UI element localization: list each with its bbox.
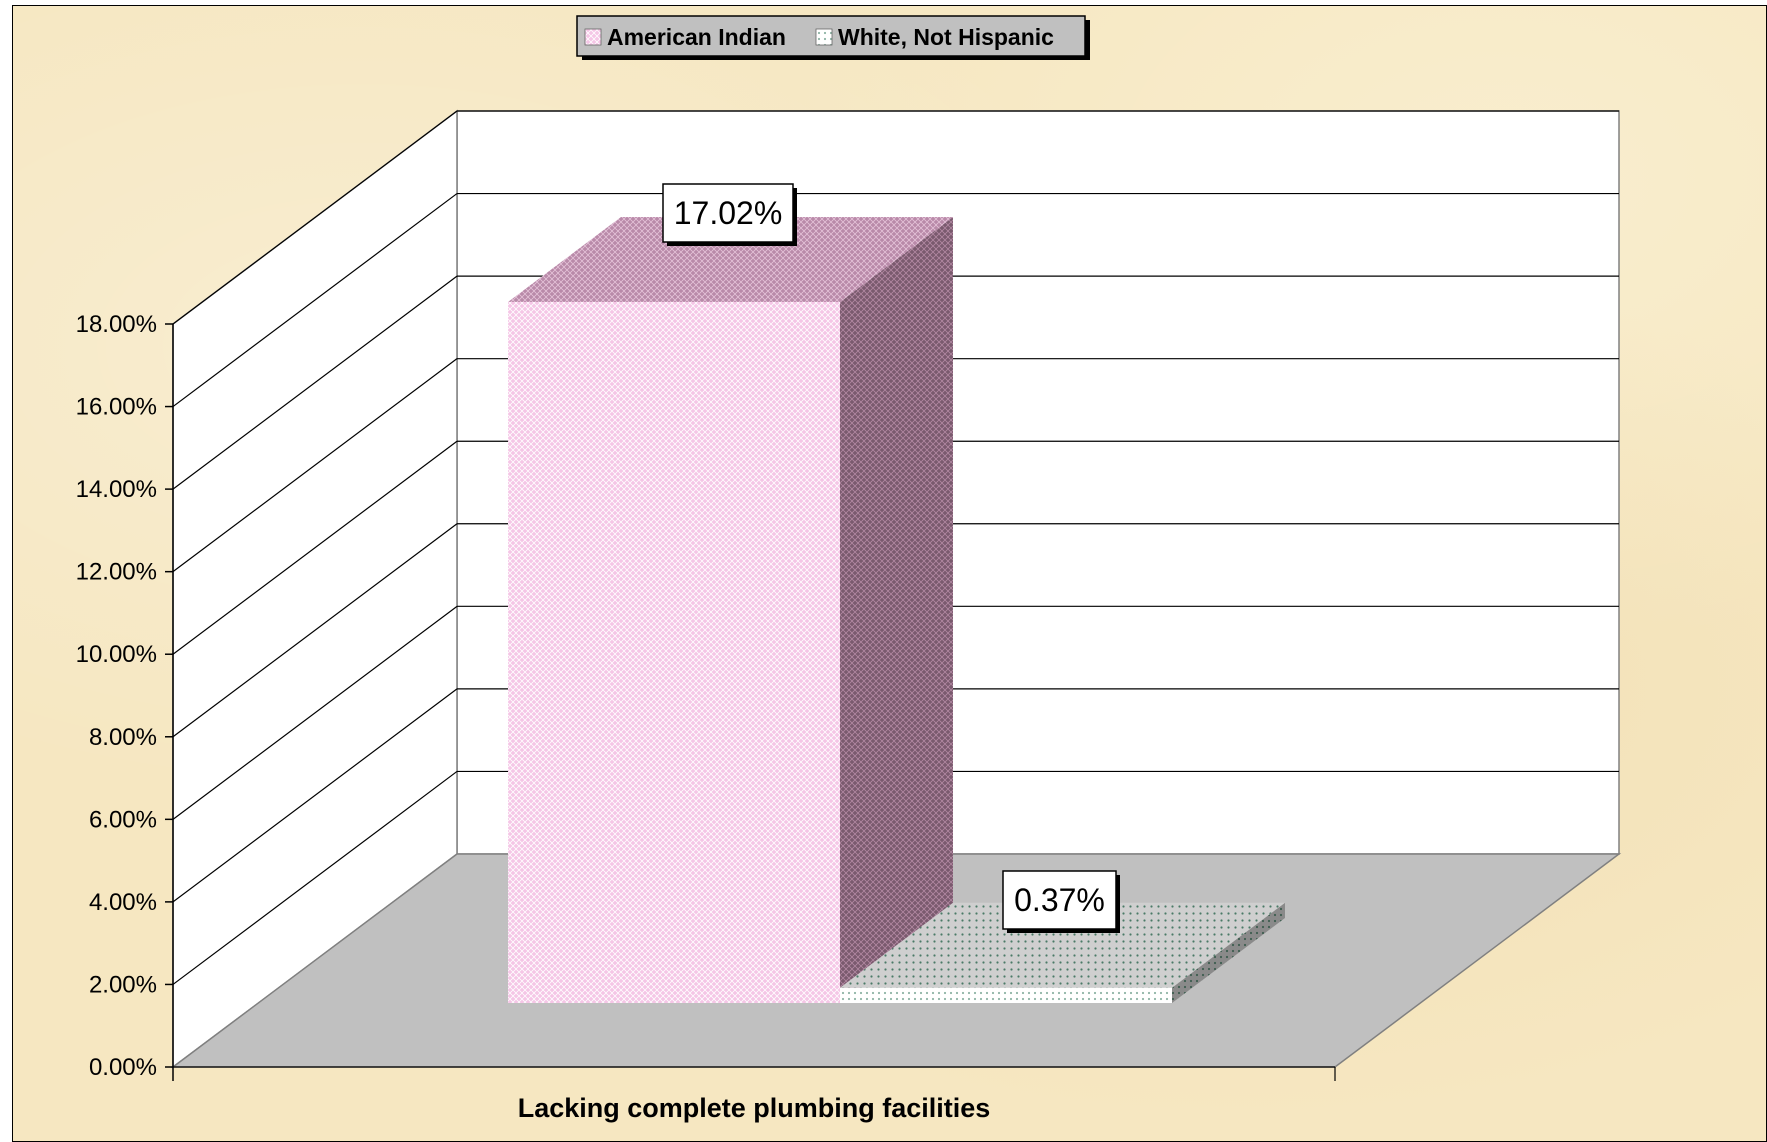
legend-label-american-indian: American Indian [607,24,786,50]
legend-label-white-not-hispanic: White, Not Hispanic [838,24,1054,50]
y-tick-labels: 0.00% 2.00% 4.00% 6.00% 8.00% 10.00% 12.00% 14.… [76,311,157,1081]
category-label: Lacking complete plumbing facilities [518,1093,991,1123]
gridline-side [172,193,458,408]
y-tick-label: 8.00% [89,724,157,751]
bars [508,217,1285,1003]
y-tick-label: 2.00% [89,971,157,998]
gridline-side [172,523,458,738]
data-label-white-not-hispanic: 0.37% [1002,870,1120,933]
legend-swatch-american-indian [584,28,602,46]
gridline-side [172,358,458,573]
gridline-side [172,275,458,490]
y-tick-label: 10.00% [76,641,157,668]
data-label-text: 17.02% [674,195,783,231]
y-tick-label: 4.00% [89,889,157,916]
bar-white-not-hispanic [840,902,1285,1003]
legend: American Indian White, Not Hispanic [576,15,1090,60]
value-axis [165,323,1336,1081]
bar-american-indian-top [508,217,953,302]
bar-white-not-hispanic-front [840,987,1172,1003]
bar-american-indian [508,217,953,1003]
gridline-side [172,605,458,820]
bar-white-not-hispanic-side [1172,902,1285,1003]
gridline-side [172,440,458,655]
data-label-box [662,183,794,243]
y-tick-label: 18.00% [76,311,157,338]
y-tick-label: 12.00% [76,559,157,586]
y-tick-label: 16.00% [76,394,157,421]
y-tick-label: 14.00% [76,476,157,503]
data-labels: 17.02% 0.37% [662,183,1120,933]
gridline-side [172,688,458,903]
category-labels: Lacking complete plumbing facilities [518,1093,991,1123]
bar-american-indian-front [508,302,840,1003]
y-tick-label: 0.00% [89,1054,157,1081]
y-tick-label: 6.00% [89,806,157,833]
legend-swatch-white-not-hispanic [815,28,833,46]
gridline-side [172,770,458,985]
data-label-text: 0.37% [1014,882,1105,918]
data-label-american-indian: 17.02% [662,183,797,246]
bar-white-not-hispanic-top [840,902,1285,988]
data-label-box [1002,870,1117,930]
bar-american-indian-side [840,217,953,1003]
gridline-side [172,110,458,325]
